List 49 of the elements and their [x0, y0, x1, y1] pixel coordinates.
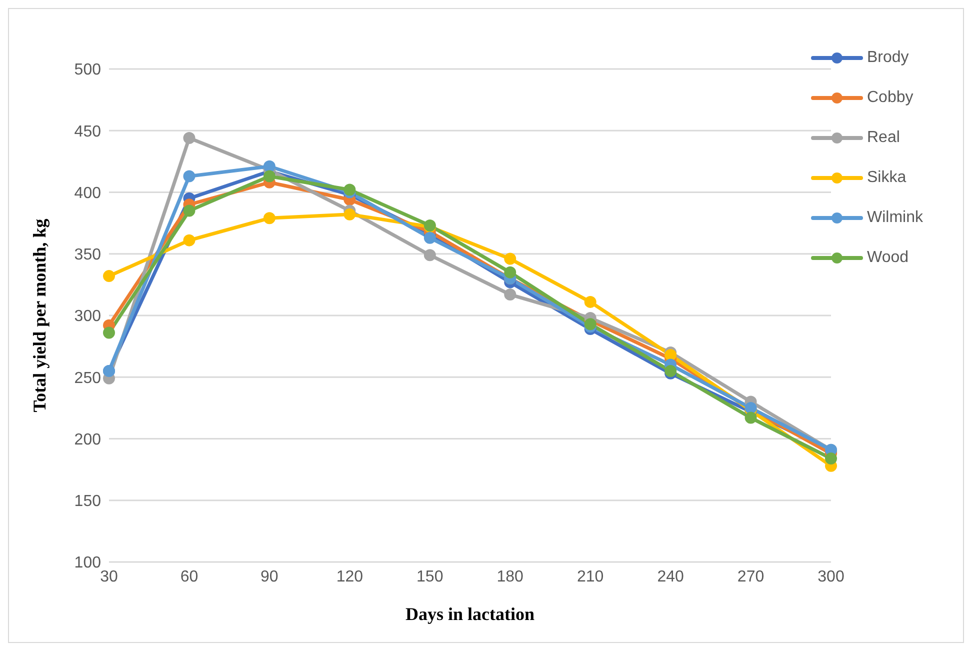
- y-tick-label: 500: [74, 62, 102, 79]
- x-tick-label: 180: [496, 568, 524, 586]
- point: [344, 184, 356, 196]
- point: [183, 170, 196, 182]
- y-tick-label: 450: [74, 123, 102, 140]
- point: [183, 234, 196, 246]
- legend-label: Cobby: [867, 89, 914, 107]
- point: [504, 252, 516, 265]
- point: [664, 348, 677, 361]
- point: [103, 270, 115, 282]
- x-tick-label: 120: [336, 568, 364, 586]
- point: [344, 208, 356, 220]
- y-tick-label: 300: [74, 308, 102, 326]
- point: [103, 326, 115, 339]
- point: [584, 296, 596, 308]
- point: [263, 160, 276, 172]
- point: [263, 212, 276, 224]
- point: [664, 364, 677, 377]
- point: [504, 288, 516, 301]
- legend-label: Wood: [867, 249, 909, 267]
- point: [825, 452, 837, 464]
- x-tick-label: 30: [100, 568, 118, 586]
- y-tick-label: 100: [74, 554, 102, 572]
- x-axis-title: Days in lactation: [405, 604, 535, 624]
- y-tick-label: 200: [74, 431, 102, 448]
- x-tick-label: 60: [180, 568, 198, 586]
- point: [584, 318, 596, 330]
- point: [744, 412, 757, 424]
- point: [183, 204, 196, 217]
- point: [424, 232, 436, 244]
- y-tick-label: 400: [74, 184, 102, 202]
- x-tick-label: 150: [416, 568, 444, 586]
- x-tick-label: 300: [818, 568, 844, 586]
- x-tick-label: 210: [576, 568, 604, 586]
- legend-label: Brody: [867, 49, 909, 67]
- point: [263, 170, 276, 182]
- y-tick-label: 250: [74, 370, 102, 387]
- y-tick-label: 150: [74, 493, 102, 510]
- y-tick-label: 350: [74, 246, 102, 264]
- legend-label: Wilmink: [867, 209, 923, 227]
- y-axis-title: Total yield per month, kg: [29, 218, 50, 412]
- x-tick-label: 240: [657, 568, 684, 586]
- legend-label: Sikka: [867, 169, 906, 187]
- point: [183, 132, 196, 144]
- legend-label: Real: [867, 129, 900, 147]
- point: [424, 249, 436, 262]
- point: [504, 266, 516, 278]
- x-tick-label: 90: [260, 568, 278, 586]
- x-tick-label: 270: [737, 568, 764, 586]
